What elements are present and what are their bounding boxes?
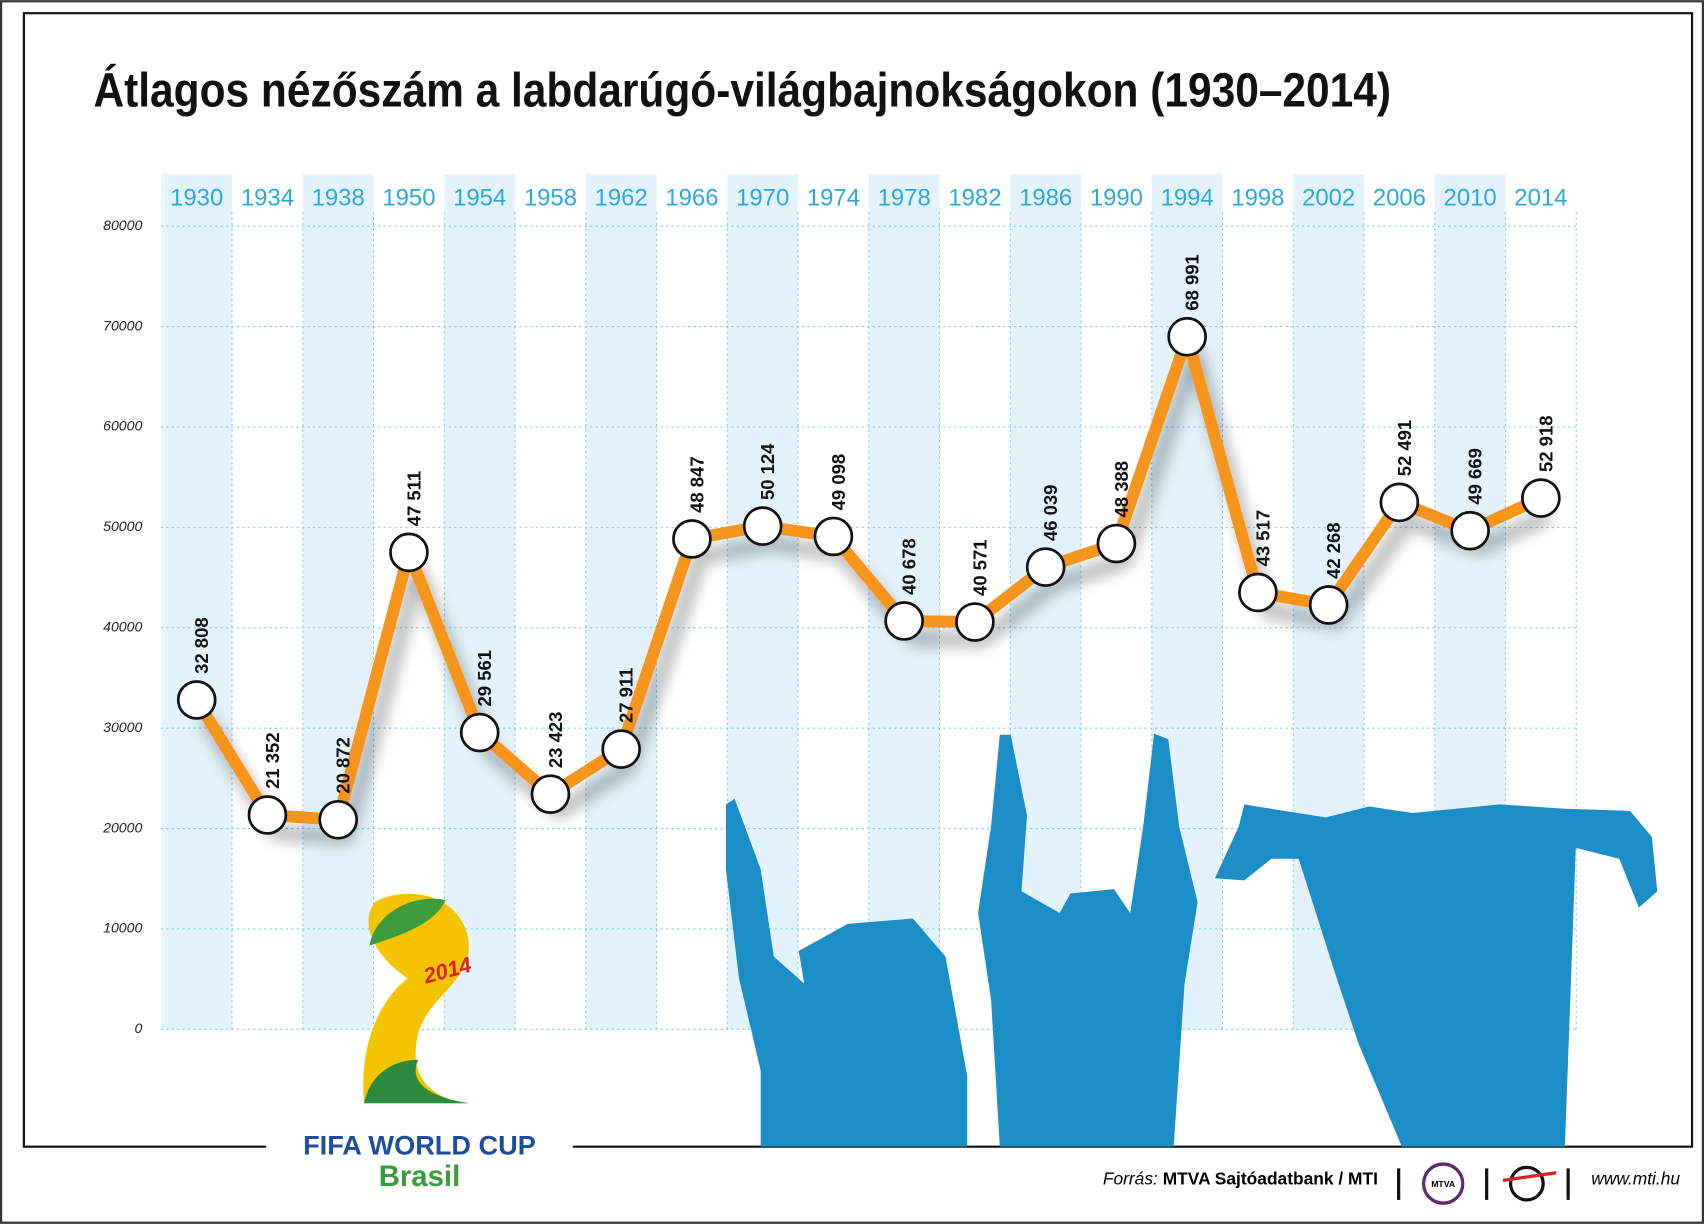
plot: 32 808 21 352 20 872 47 511 29 561 23 423 27 9… (176, 254, 1561, 840)
source: Forrás: MTVA Sajtóadatbank / MTI (1103, 1169, 1378, 1189)
source-prefix: Forrás: (1103, 1169, 1158, 1189)
marker (1238, 572, 1278, 613)
x-tick-label: 1930 (170, 184, 223, 211)
x-tick-label: 1934 (241, 184, 294, 211)
marker (601, 729, 642, 769)
marker (459, 712, 500, 753)
x-tick-label: 2010 (1444, 184, 1497, 211)
marker (884, 601, 924, 641)
silhouettes (725, 733, 1658, 1147)
x-tick-label: 1978 (878, 184, 931, 211)
data-label: 29 561 (474, 650, 495, 707)
data-label: 40 571 (969, 539, 990, 595)
x-tick-label: 2014 (1514, 184, 1567, 211)
marker (1096, 523, 1137, 564)
x-tick-label: 1998 (1231, 184, 1284, 211)
x-tick-label: 2006 (1373, 184, 1426, 211)
x-tick-label: 1962 (595, 184, 648, 211)
y-tick-label: 10000 (103, 920, 142, 936)
chart-title: Átlagos nézőszám a labdarúgó-világbajnok… (93, 64, 1391, 118)
y-tick-label: 50000 (103, 518, 142, 534)
data-label: 20 872 (333, 737, 354, 794)
marker (1521, 478, 1561, 518)
data-label: 68 991 (1182, 254, 1203, 310)
marker (530, 774, 571, 815)
x-tick-label: 1970 (736, 184, 789, 211)
marker (389, 532, 429, 573)
y-tick-label: 80000 (103, 217, 142, 233)
data-label: 43 517 (1252, 510, 1273, 566)
marker (1379, 482, 1420, 523)
marker (247, 795, 288, 835)
band (161, 174, 233, 1030)
marker (1167, 316, 1207, 357)
data-label: 47 511 (403, 471, 424, 526)
source-name: MTVA Sajtóadatbank / MTI (1163, 1169, 1378, 1189)
data-label: 23 423 (545, 712, 566, 769)
band (444, 174, 516, 1030)
y-tick-label: 20000 (102, 819, 142, 835)
x-tick-label: 1950 (382, 184, 435, 211)
y-tick-label: 60000 (103, 418, 142, 434)
logo-subtext: Brasil (379, 1160, 461, 1193)
y-tick-label: 70000 (103, 317, 142, 333)
x-tick-label: 1990 (1090, 184, 1143, 211)
x-tick-label: 1966 (665, 184, 718, 211)
marker (813, 516, 854, 557)
marker (1450, 510, 1490, 551)
x-tick-label: 1974 (807, 184, 860, 211)
marker (742, 506, 783, 546)
data-label: 32 808 (191, 617, 212, 674)
data-label: 49 098 (828, 454, 849, 511)
marker (1308, 585, 1349, 625)
data-label: 48 847 (686, 456, 707, 512)
y-tick-label: 40000 (103, 618, 142, 634)
band (585, 174, 657, 1030)
logo-text: FIFA WORLD CUP (303, 1129, 536, 1160)
marker (176, 680, 217, 720)
data-label: 52 918 (1535, 415, 1556, 471)
data-label: 46 039 (1040, 485, 1061, 541)
x-tick-label: 1994 (1161, 184, 1214, 211)
y-tick-label: 30000 (103, 719, 142, 735)
y-tick-label: 0 (135, 1020, 143, 1036)
x-tick-label: 1954 (453, 184, 506, 211)
data-label: 40 678 (899, 538, 920, 595)
data-label: 52 491 (1394, 420, 1415, 477)
marker (672, 519, 712, 559)
x-tick-label: 2002 (1302, 184, 1355, 211)
band (1010, 174, 1082, 1030)
marker (1025, 547, 1066, 587)
band (302, 174, 374, 1030)
footer: Forrás: MTVA Sajtóadatbank / MTI MTVA ww… (1103, 1162, 1680, 1205)
x-tick-label: 1958 (524, 184, 577, 211)
marker (318, 799, 359, 840)
data-label: 49 669 (1465, 448, 1486, 505)
badge: MTVA (1431, 1179, 1456, 1189)
data-label: 27 911 (616, 668, 637, 723)
marker (955, 602, 995, 642)
data-label: 48 388 (1111, 461, 1132, 518)
x-tick-label: 1986 (1019, 184, 1072, 211)
x-tick-label: 1982 (948, 184, 1001, 211)
data-label: 21 352 (262, 732, 283, 789)
x-tick-label: 1938 (312, 184, 365, 211)
website: www.mti.hu (1591, 1169, 1680, 1189)
data-label: 42 268 (1323, 522, 1344, 579)
data-label: 50 124 (757, 443, 778, 500)
